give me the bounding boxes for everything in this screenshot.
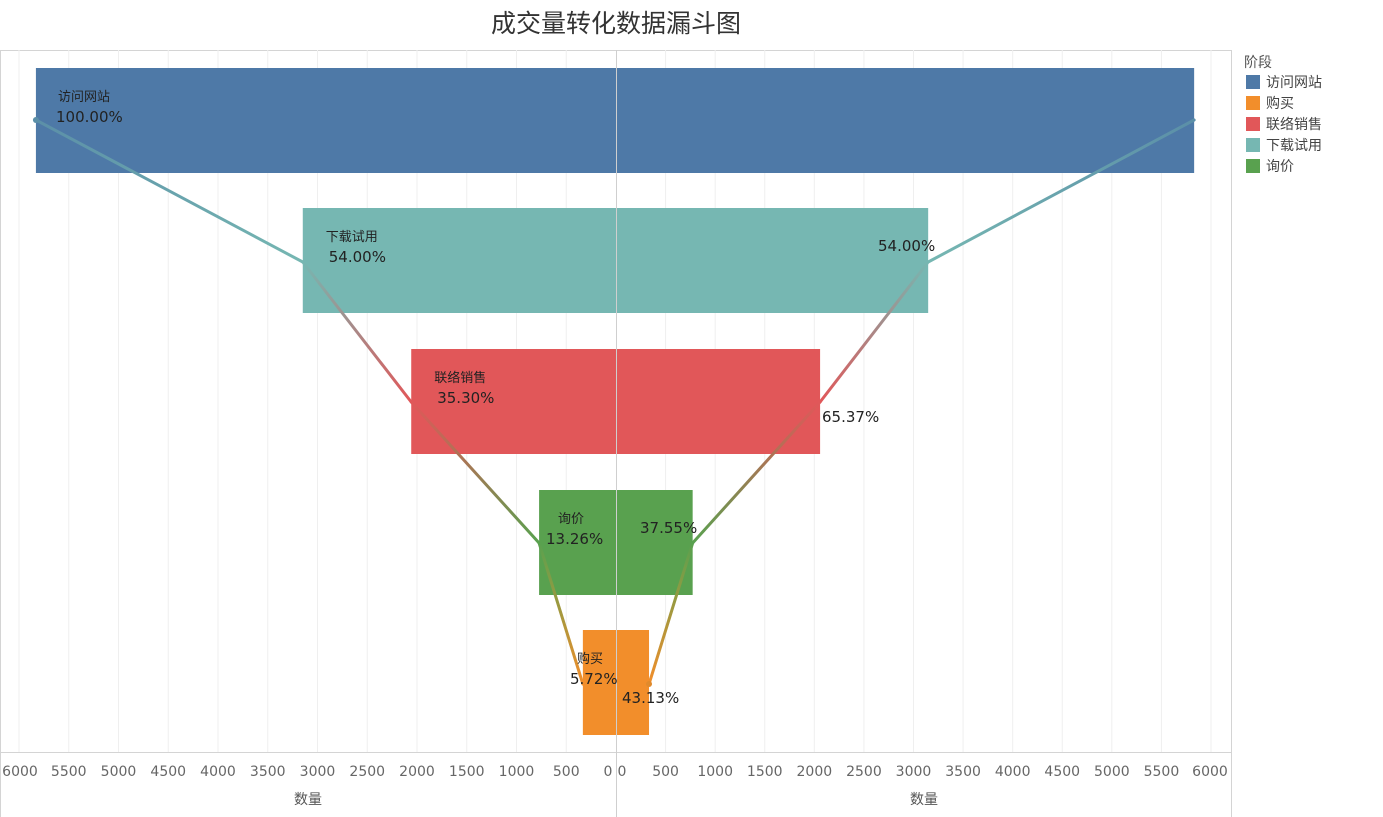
connector-end-dot — [646, 681, 653, 687]
x-tick-right: 500 — [652, 764, 679, 780]
stage-total-pct-label: 35.30% — [437, 389, 494, 407]
bar-left-4 — [539, 490, 616, 595]
x-tick-left: 5000 — [101, 764, 137, 780]
legend-item-label: 联络销售 — [1266, 117, 1322, 133]
legend-swatch — [1246, 96, 1260, 110]
x-tick-left: 3000 — [300, 764, 336, 780]
connector-start-dot — [32, 117, 39, 123]
stage-total-pct-label: 100.00% — [56, 108, 123, 126]
x-tick-left: 2500 — [349, 764, 385, 780]
x-tick-right: 2000 — [797, 764, 833, 780]
connector-left-3 — [409, 400, 541, 545]
x-tick-right: 5000 — [1094, 764, 1130, 780]
legend-item-label: 询价 — [1266, 159, 1294, 175]
x-tick-right: 0 — [618, 764, 627, 780]
x-tick-right: 5500 — [1144, 764, 1180, 780]
stage-total-pct-label: 5.72% — [570, 670, 618, 688]
legend-item-label: 访问网站 — [1266, 75, 1322, 91]
bar-left-2 — [302, 208, 616, 313]
stage-step-pct-label: 54.00% — [878, 237, 935, 255]
stage-name-label: 联络销售 — [434, 370, 486, 386]
stage-name-label: 下载试用 — [326, 230, 378, 245]
stage-step-pct-label: 37.55% — [640, 519, 697, 537]
x-tick-right: 1000 — [697, 764, 733, 780]
connector-left-2 — [301, 260, 413, 404]
x-tick-left: 3500 — [250, 764, 286, 780]
connector-right-2 — [818, 260, 930, 404]
legend-swatch — [1246, 75, 1260, 89]
bar-right-1 — [616, 68, 1195, 173]
chart-title: 成交量转化数据漏斗图 — [491, 9, 741, 38]
x-tick-right: 3000 — [896, 764, 932, 780]
connector-lines — [32, 117, 1196, 687]
bars — [35, 68, 1195, 735]
x-axis-title-left: 数量 — [294, 792, 322, 808]
x-tick-left: 0 — [604, 764, 613, 780]
bar-right-5 — [616, 630, 650, 735]
bar-right-2 — [616, 208, 929, 313]
x-tick-right: 1500 — [747, 764, 783, 780]
stage-total-pct-label: 54.00% — [329, 248, 386, 266]
x-tick-left: 2000 — [399, 764, 435, 780]
bar-right-3 — [616, 349, 821, 454]
x-tick-right: 2500 — [846, 764, 882, 780]
legend-swatch — [1246, 138, 1260, 152]
stage-name-label: 询价 — [558, 512, 584, 527]
bar-left-5 — [582, 630, 616, 735]
legend-swatch — [1246, 159, 1260, 173]
stage-step-pct-label: 43.13% — [622, 689, 679, 707]
stage-step-pct-label: 65.37% — [822, 408, 879, 426]
bar-right-4 — [616, 490, 693, 595]
x-tick-right: 4500 — [1044, 764, 1080, 780]
x-tick-left: 4500 — [150, 764, 186, 780]
bar-left-3 — [411, 349, 616, 454]
connector-right-3 — [691, 400, 822, 545]
x-tick-left: 1000 — [499, 764, 535, 780]
bar-left-1 — [35, 68, 617, 173]
legend-title: 阶段 — [1244, 55, 1272, 71]
data-labels: 访问网站 100.00% 下载试用 54.00% 54.00% 联络销售 35.30% 65.… — [56, 90, 935, 707]
x-tick-right: 3500 — [945, 764, 981, 780]
stage-name-label: 购买 — [577, 651, 603, 667]
connector-right-4 — [647, 541, 695, 686]
legend-swatch — [1246, 117, 1260, 131]
legend-item-label: 下载试用 — [1266, 138, 1322, 154]
x-tick-left: 500 — [553, 764, 580, 780]
stage-total-pct-label: 13.26% — [546, 530, 603, 548]
connector-right-1 — [926, 118, 1196, 264]
x-axes: 0 0 500 500 1000 1000 1500 1500 2000 2000 2500 2500… — [2, 764, 1228, 780]
x-tick-right: 4000 — [995, 764, 1031, 780]
stage-name-label: 访问网站 — [58, 90, 110, 105]
legend-item-label: 购买 — [1266, 96, 1294, 112]
x-tick-left: 6000 — [2, 764, 38, 780]
connector-left-4 — [537, 541, 585, 686]
x-axis-title-right: 数量 — [910, 792, 938, 808]
x-tick-left: 5500 — [51, 764, 87, 780]
x-tick-left: 1500 — [449, 764, 485, 780]
x-tick-right: 6000 — [1192, 764, 1228, 780]
connector-left-1 — [34, 118, 305, 264]
x-tick-left: 4000 — [200, 764, 236, 780]
